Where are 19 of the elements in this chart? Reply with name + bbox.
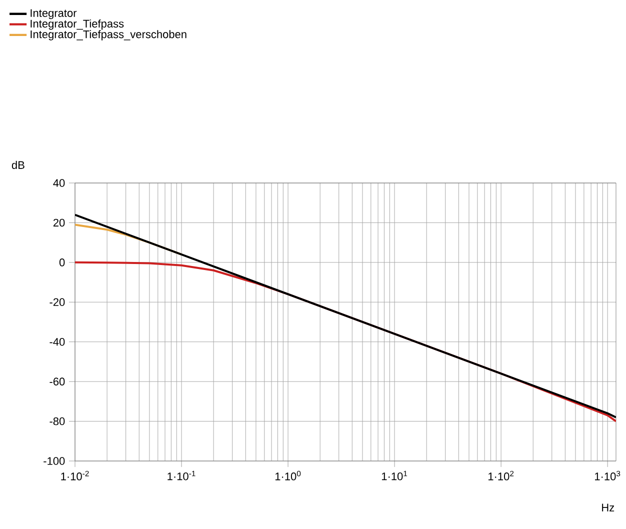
legend-label: Integrator_Tiefpass (30, 19, 124, 30)
y-tick-label: 0 (59, 258, 65, 266)
y-tick-label: -60 (50, 378, 65, 386)
x-tick-label: 1·10$^{1}$ (382, 470, 408, 480)
x-axis-title: Hz (602, 504, 614, 512)
y-tick-label: 20 (53, 218, 65, 227)
legend-label: Integrator (30, 9, 77, 20)
y-tick-label: -40 (50, 338, 65, 346)
x-tick-label: 1·10$^{2}$ (488, 470, 514, 480)
legend-label: Integrator_Tiefpass_verschoben (30, 30, 186, 40)
y-tick-label: -80 (50, 417, 65, 426)
x-tick-label: 1·10$^{-1}$ (168, 470, 196, 480)
x-tick-label: 1·10$^{0}$ (275, 470, 301, 480)
y-tick-label: -20 (50, 298, 65, 306)
y-tick-label: 40 (53, 179, 65, 187)
y-axis-title: dB (12, 160, 24, 169)
x-tick-label: 1·10$^{-2}$ (61, 470, 89, 480)
x-tick-label: 1·10$^{3}$ (595, 470, 620, 480)
y-tick-label: -100 (44, 457, 65, 465)
